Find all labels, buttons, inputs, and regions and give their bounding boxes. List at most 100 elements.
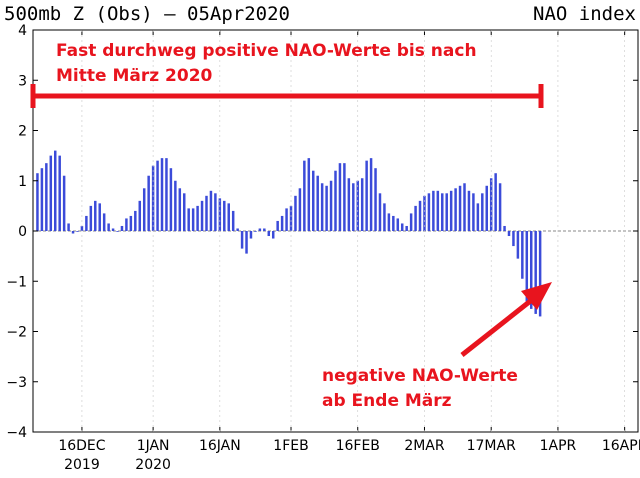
bar	[76, 231, 79, 232]
arrow-shaft	[460, 293, 540, 357]
bar	[396, 218, 400, 231]
bar	[111, 228, 115, 231]
bar	[276, 220, 279, 231]
bar	[498, 183, 502, 231]
annotation-bottom-line1: negative NAO-Werte	[322, 366, 518, 386]
bar	[409, 213, 413, 231]
bar	[227, 203, 230, 231]
bar	[107, 223, 110, 231]
bar	[125, 218, 128, 231]
bar	[267, 231, 271, 237]
bar	[85, 215, 88, 231]
bar	[383, 203, 386, 231]
bar	[432, 190, 435, 231]
bar	[405, 225, 408, 231]
bar	[49, 155, 53, 232]
bar	[249, 231, 253, 239]
bar	[89, 205, 93, 232]
x-tick-label: 17MAR	[467, 438, 516, 454]
y-tick-label: −1	[6, 274, 27, 290]
bar	[160, 158, 164, 231]
annotation-bottom-line2: ab Ende März	[322, 391, 452, 411]
bar	[289, 205, 293, 232]
bar	[183, 193, 186, 231]
bar	[102, 213, 106, 231]
bar	[316, 175, 319, 231]
bar	[369, 158, 373, 231]
bar	[400, 223, 404, 231]
bar	[209, 190, 213, 231]
bar	[458, 185, 462, 231]
bar	[472, 193, 475, 231]
bar	[374, 168, 377, 231]
bar	[151, 165, 155, 231]
bar	[307, 158, 311, 231]
bar	[392, 215, 395, 231]
bars-group	[36, 150, 542, 317]
chart-subtitle: NAO index	[533, 3, 636, 25]
bar	[343, 163, 346, 231]
bar	[98, 203, 101, 231]
bar	[467, 190, 471, 231]
y-tick-label: −2	[6, 325, 27, 341]
x-tick-label: 16DEC	[58, 438, 105, 454]
arrow-head	[521, 282, 552, 310]
bar	[169, 168, 173, 231]
bar	[223, 200, 226, 231]
annotation-arrow	[460, 282, 552, 357]
bar	[134, 210, 137, 231]
annotation-top-line2: Mitte März 2020	[56, 66, 213, 86]
bar	[312, 170, 315, 231]
bar	[436, 190, 440, 231]
x-tick-label: 16JAN	[199, 438, 241, 454]
x-tick-year-label: 2019	[64, 457, 100, 473]
bar	[178, 188, 182, 231]
bar	[285, 208, 288, 231]
bar	[142, 188, 146, 231]
bar	[231, 210, 235, 231]
bar	[387, 213, 391, 231]
bar	[58, 155, 61, 232]
bar	[147, 175, 150, 231]
y-tick-label: 0	[18, 224, 27, 240]
bar	[529, 231, 533, 309]
x-tick-label: 1JAN	[137, 438, 170, 454]
y-tick-label: 2	[18, 124, 27, 140]
y-tick-label: −4	[6, 425, 27, 441]
y-tick-label: 1	[18, 174, 27, 190]
bar	[360, 178, 364, 231]
bar	[205, 195, 208, 231]
period-bracket	[30, 84, 544, 108]
bar	[263, 228, 266, 231]
x-tick-year-label: 2020	[135, 457, 171, 473]
bar	[441, 193, 444, 231]
bar	[245, 231, 248, 254]
bar	[418, 200, 422, 231]
bar	[214, 193, 217, 231]
bar	[352, 183, 355, 231]
bar	[489, 178, 493, 231]
bar	[165, 158, 168, 231]
bar	[427, 193, 431, 231]
bar	[191, 208, 195, 231]
bar	[240, 231, 244, 249]
bar	[271, 231, 275, 239]
bar	[40, 168, 44, 231]
bar	[71, 231, 75, 234]
x-tick-label: 2MAR	[404, 438, 445, 454]
chart-title: 500mb Z (Obs) — 05Apr2020	[4, 3, 290, 25]
bar	[449, 190, 453, 231]
bar	[62, 175, 66, 231]
bar	[196, 205, 199, 232]
bar	[129, 215, 133, 231]
bar	[116, 231, 119, 232]
bar	[254, 231, 257, 232]
bar	[156, 160, 159, 231]
bar	[303, 160, 306, 231]
y-axis: 4 3 2 1 0 −1 −2 −3 −4	[6, 23, 638, 441]
bar	[494, 173, 497, 231]
bar	[138, 200, 142, 231]
bar	[454, 188, 457, 231]
bar	[258, 228, 262, 231]
